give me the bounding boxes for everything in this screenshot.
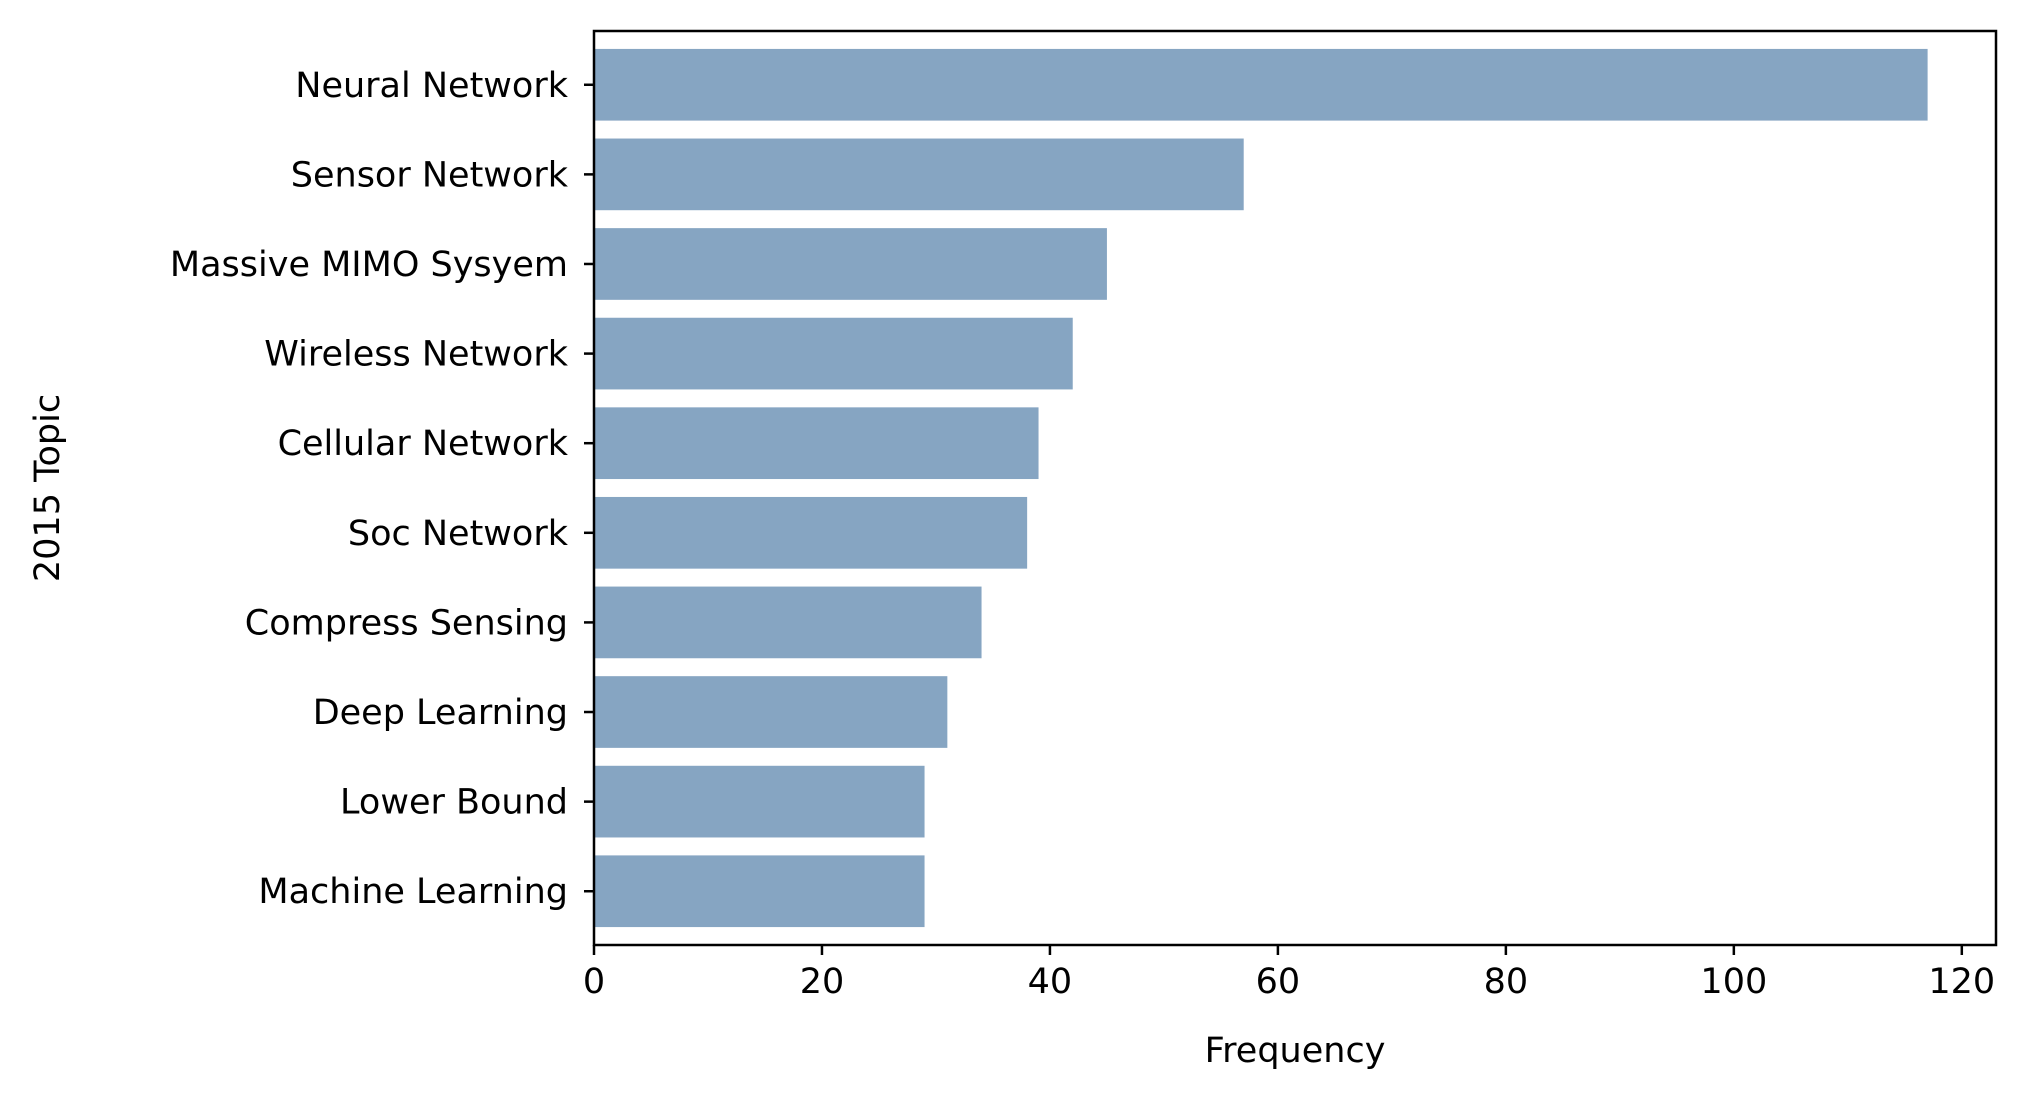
x-tick-label: 20 <box>800 962 845 1002</box>
x-tick-label: 0 <box>583 962 605 1002</box>
bar-wireless-network <box>594 317 1073 390</box>
y-tick-label: Deep Learning <box>313 693 568 733</box>
bar-sensor-network <box>594 138 1244 211</box>
bar-neural-network <box>594 48 1928 121</box>
y-axis-label: 2015 Topic <box>28 394 68 582</box>
x-tick-label: 100 <box>1700 962 1767 1002</box>
x-tick-label: 60 <box>1256 962 1301 1002</box>
x-tick-label: 80 <box>1484 962 1529 1002</box>
bar-deep-learning <box>594 676 948 748</box>
plot-frame <box>592 29 1998 947</box>
bar-lower-bound <box>594 765 925 838</box>
bars-layer <box>594 48 1928 928</box>
bar-cellular-network <box>594 407 1039 480</box>
ticks-layer: Neural Network Sensor Network Massive MIMO… <box>170 66 1995 1002</box>
x-axis-label: Frequency <box>1205 1031 1386 1071</box>
y-tick-label: Wireless Network <box>264 335 568 375</box>
y-tick-label: Lower Bound <box>340 783 568 823</box>
y-tick-label: Compress Sensing <box>245 603 568 643</box>
y-tick-label: Massive MIMO Sysyem <box>170 245 568 285</box>
bar-machine-learning <box>594 855 925 928</box>
y-tick-label: Soc Network <box>348 514 569 554</box>
bar-soc-network <box>594 496 1028 569</box>
bar-massive-mimo-sysyem <box>594 228 1107 300</box>
y-tick-label: Sensor Network <box>291 155 569 195</box>
y-tick-label: Neural Network <box>295 66 568 106</box>
y-tick-label: Cellular Network <box>278 424 569 464</box>
y-tick-label: Machine Learning <box>258 872 568 912</box>
bar-compress-sensing <box>594 586 982 659</box>
x-tick-label: 40 <box>1028 962 1073 1002</box>
x-tick-label: 120 <box>1928 962 1995 1002</box>
